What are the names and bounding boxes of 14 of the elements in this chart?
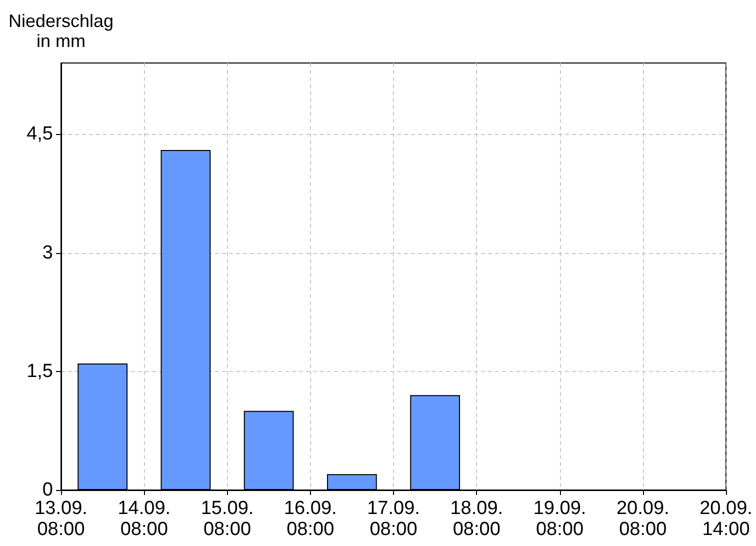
x-tick-label: 15.09. 08:00 <box>200 498 254 540</box>
y-tick-label: 4,5 <box>26 124 53 145</box>
y-tick-label: 3 <box>42 242 53 264</box>
x-tick-label: 19.09. 08:00 <box>533 498 586 540</box>
x-tick-label: 13.09. 08:00 <box>34 498 88 540</box>
x-tick-label: 17.09. 08:00 <box>367 498 420 540</box>
y-axis-title: Niederschlag in mm <box>8 11 114 51</box>
x-tick-label: 20.09. 08:00 <box>616 498 670 540</box>
x-tick-label: 20.09. 14:00 <box>700 498 752 540</box>
y-tick-label: 1,5 <box>26 360 53 382</box>
y-tick-label: 0 <box>42 480 53 500</box>
x-tick-label: 16.09. 08:00 <box>284 498 337 540</box>
x-tick-label: 14.09. 08:00 <box>118 498 171 540</box>
x-tick-label: 18.09. 08:00 <box>450 498 504 540</box>
